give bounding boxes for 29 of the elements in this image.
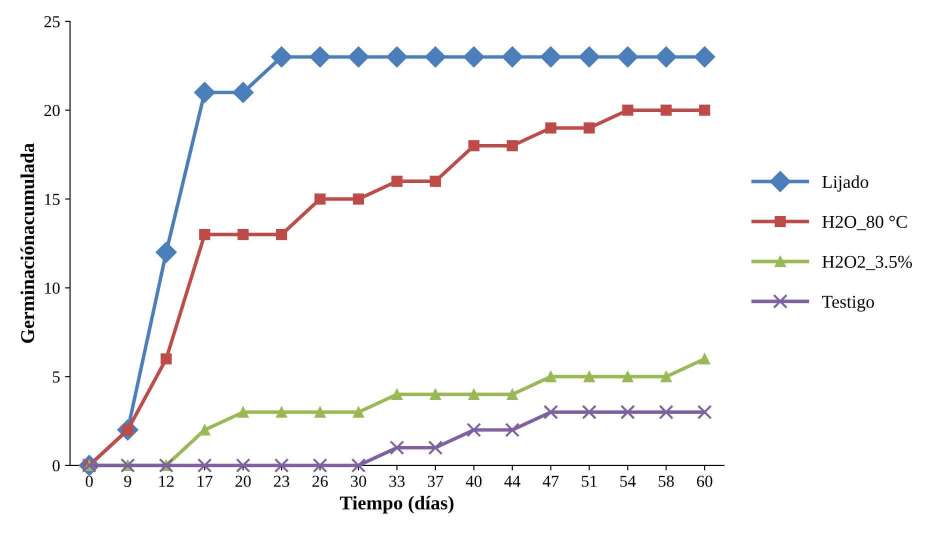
x-tick-label: 26: [312, 476, 328, 487]
x-tick-label: 51: [582, 476, 597, 487]
x-tick-label: 47: [542, 476, 559, 487]
legend-label: H2O_80 °C: [822, 216, 907, 230]
x-tick-label: 0: [86, 476, 93, 487]
x-tick-label: 37: [428, 476, 444, 487]
x-tick-label: 60: [697, 476, 712, 487]
x-axis-title: Tiempo (días): [340, 496, 454, 514]
y-tick-label: 0: [52, 460, 60, 472]
x-tick-label: 44: [504, 476, 520, 487]
y-tick-label: 10: [45, 282, 60, 294]
y-tick-label: 15: [45, 194, 60, 205]
x-tick-label: 40: [466, 476, 482, 487]
x-tick-label: 23: [274, 476, 290, 487]
legend-label: H2O2_3.5%: [822, 256, 912, 270]
y-tick-label: 20: [44, 104, 60, 116]
y-tick-label: 5: [52, 372, 60, 383]
y-tick-label: 25: [44, 16, 60, 28]
x-tick-label: 20: [236, 476, 251, 487]
y-axis-title: Germinaciónacumulada: [20, 143, 34, 343]
x-tick-label: 58: [658, 476, 674, 487]
x-tick-label: 17: [198, 476, 213, 487]
legend-label: Lijado: [822, 175, 868, 192]
x-tick-label: 54: [620, 476, 636, 487]
x-tick-label: 30: [350, 476, 366, 487]
legend-label: Testigo: [822, 296, 874, 312]
x-tick-label: 33: [389, 476, 405, 487]
x-tick-label: 12: [159, 476, 174, 487]
x-tick-label: 9: [124, 476, 132, 487]
